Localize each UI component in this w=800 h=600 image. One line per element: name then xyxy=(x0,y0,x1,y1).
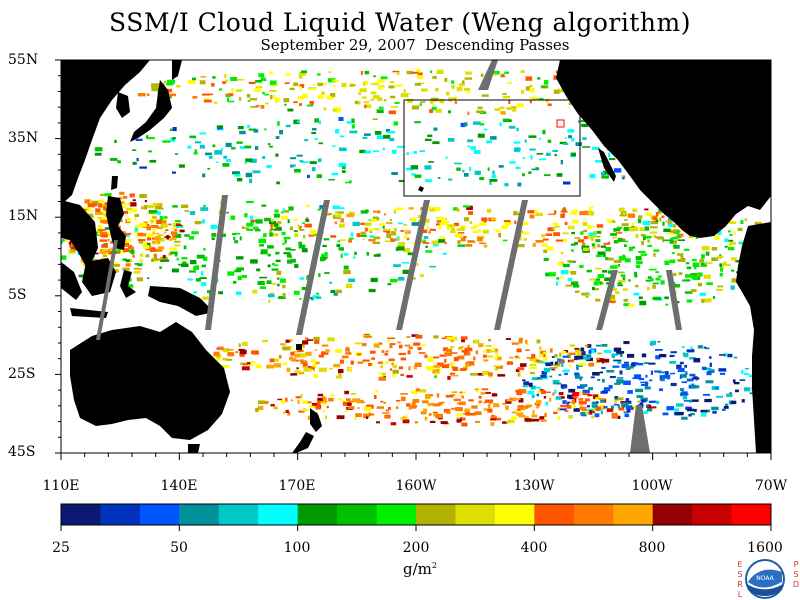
baja-landmass xyxy=(598,148,616,182)
lon-label-110e: 110E xyxy=(42,478,80,494)
sakhalin-landmass xyxy=(172,60,182,80)
swath-gap xyxy=(296,200,330,335)
swath-gap xyxy=(96,240,118,340)
colorbar-swatch xyxy=(534,504,575,525)
sumatra-landmass xyxy=(61,262,82,300)
lat-label-55n: 55N xyxy=(8,52,39,68)
lon-label-160w: 160W xyxy=(395,478,437,494)
swath-gap xyxy=(596,270,618,330)
colorbar-swatch xyxy=(455,504,496,525)
colorbar-label-800: 800 xyxy=(638,540,666,556)
swath-gap xyxy=(494,200,528,330)
lat-label-5s: 5S xyxy=(8,287,27,303)
small-red-box xyxy=(556,119,565,128)
colorbar-label-1600: 1600 xyxy=(747,540,783,556)
colorbar-swatch xyxy=(692,504,733,525)
colorbar-swatch xyxy=(258,504,299,525)
swath-gap xyxy=(205,195,228,330)
colorbar-label-400: 400 xyxy=(520,540,548,556)
hawaii-landmass xyxy=(418,186,424,192)
colorbar-label-25: 25 xyxy=(52,540,70,556)
colorbar-swatch xyxy=(573,504,614,525)
map-title: SSM/I Cloud Liquid Water (Weng algorithm… xyxy=(109,8,691,37)
taiwan-landmass xyxy=(111,176,118,190)
colorbar-swatch xyxy=(376,504,417,525)
colorbar-label-100: 100 xyxy=(283,540,311,556)
swath-gap xyxy=(666,270,682,330)
indochina-landmass xyxy=(61,200,98,270)
lon-label-130w: 130W xyxy=(513,478,555,494)
korea-landmass xyxy=(116,92,130,118)
swath-gap xyxy=(630,405,650,453)
colorbar-swatch xyxy=(61,504,101,525)
swath-gap xyxy=(396,200,430,330)
highlight-box xyxy=(403,99,581,197)
noaa-logo-text: NOAA xyxy=(756,575,774,582)
colorbar-swatch xyxy=(100,504,141,525)
grid-lines xyxy=(403,99,581,197)
australia-landmass xyxy=(70,322,230,440)
map-ticks xyxy=(55,59,772,460)
south-america-landmass xyxy=(736,222,771,453)
colorbar-swatch xyxy=(613,504,654,525)
colorbar-swatch xyxy=(731,504,772,525)
lon-label-170e: 170E xyxy=(278,478,316,494)
colorbar-label-50: 50 xyxy=(170,540,188,556)
colorbar-swatch xyxy=(297,504,338,525)
noaa-logo: NOAA xyxy=(745,559,785,599)
new-zealand-south-landmass xyxy=(292,432,314,453)
landmasses xyxy=(61,60,771,453)
asia-landmass xyxy=(61,60,150,205)
lon-label-140e: 140E xyxy=(160,478,198,494)
colorbar-swatch xyxy=(494,504,535,525)
lon-label-70w: 70W xyxy=(754,478,788,494)
fiji-landmass xyxy=(296,344,302,350)
colorbar-swatch xyxy=(652,504,693,525)
lat-label-25s: 25S xyxy=(8,366,36,382)
north-america-landmass xyxy=(556,60,771,238)
lon-label-100w: 100W xyxy=(631,478,673,494)
philippines-landmass xyxy=(106,196,126,250)
lat-label-35n: 35N xyxy=(8,130,39,146)
colorbar-swatch xyxy=(416,504,456,525)
colorbar-label-200: 200 xyxy=(402,540,430,556)
colorbar-units: g/m2 xyxy=(403,560,437,578)
sulawesi-landmass xyxy=(120,270,136,298)
japan-landmass xyxy=(130,80,172,142)
new-guinea-landmass xyxy=(148,286,214,316)
lat-label-45s: 45S xyxy=(8,444,36,460)
colorbar-swatch xyxy=(139,504,180,525)
colorbar-swatch xyxy=(179,504,220,525)
new-zealand-north-landmass xyxy=(310,408,322,432)
colorbar-swatch xyxy=(337,504,378,525)
swath-gap xyxy=(478,60,498,90)
java-landmass xyxy=(70,308,108,318)
tasmania-landmass xyxy=(188,444,200,453)
map-plot-area xyxy=(61,60,771,453)
colorbar xyxy=(60,503,772,531)
swath-gaps xyxy=(96,60,682,453)
lat-label-15n: 15N xyxy=(8,208,39,224)
colorbar-swatch xyxy=(218,504,259,525)
map-subtitle: September 29, 2007 Descending Passes xyxy=(260,36,570,54)
cuba-landmass xyxy=(720,190,750,200)
